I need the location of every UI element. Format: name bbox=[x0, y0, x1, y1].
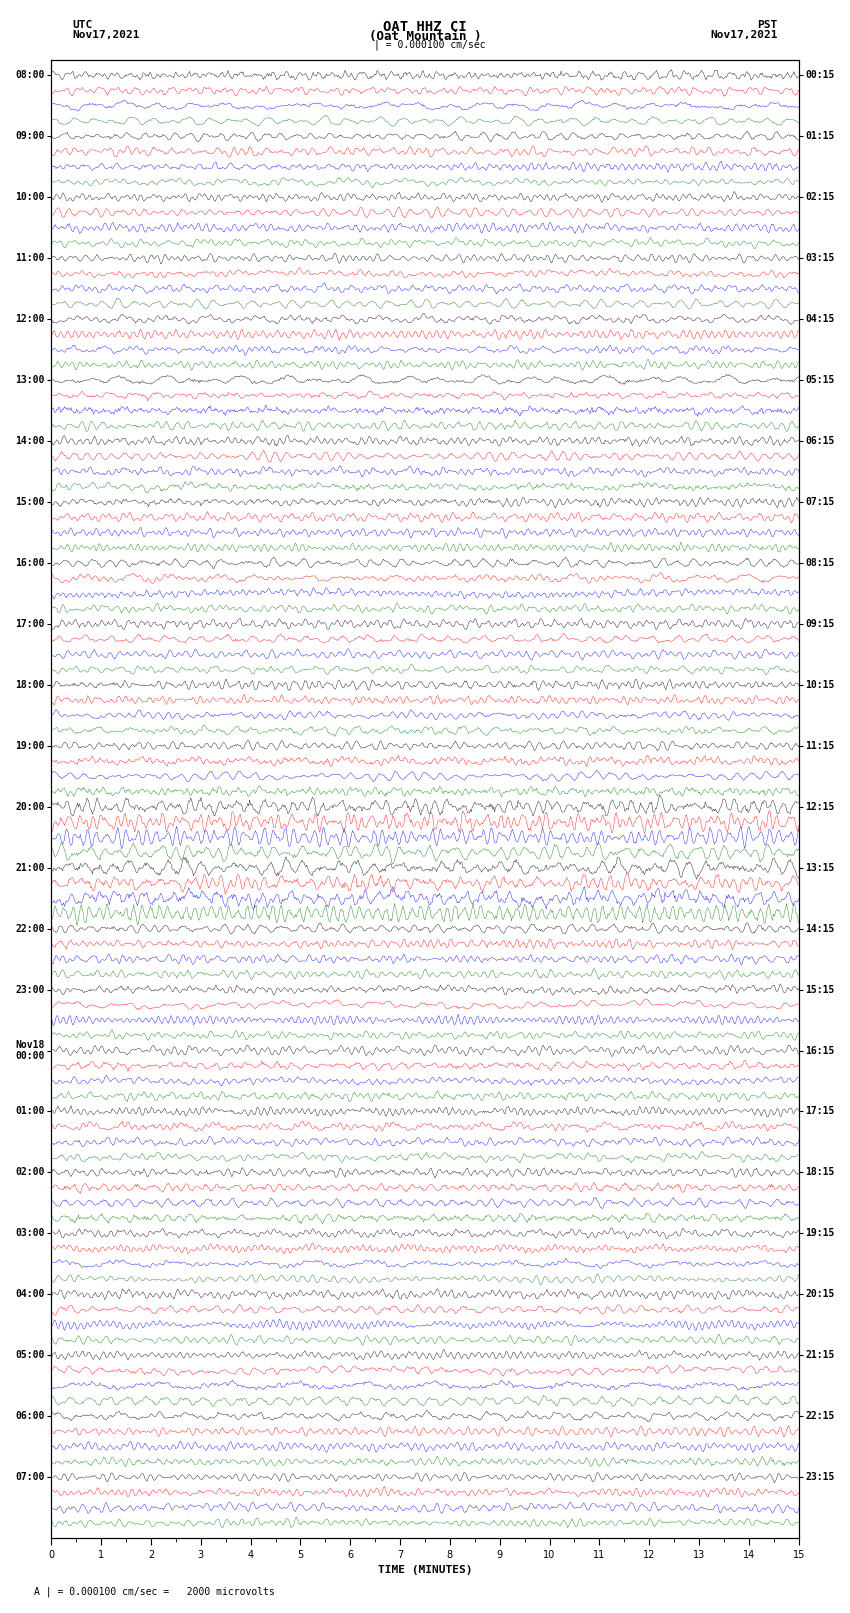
Text: UTC: UTC bbox=[72, 19, 93, 31]
Text: A | = 0.000100 cm/sec =   2000 microvolts: A | = 0.000100 cm/sec = 2000 microvolts bbox=[34, 1586, 275, 1597]
Text: (Oat Mountain ): (Oat Mountain ) bbox=[369, 31, 481, 44]
Text: Nov17,2021: Nov17,2021 bbox=[72, 31, 139, 40]
X-axis label: TIME (MINUTES): TIME (MINUTES) bbox=[377, 1566, 473, 1576]
Text: | = 0.000100 cm/sec: | = 0.000100 cm/sec bbox=[374, 39, 485, 50]
Text: Nov17,2021: Nov17,2021 bbox=[711, 31, 778, 40]
Text: OAT HHZ CI: OAT HHZ CI bbox=[383, 19, 467, 34]
Text: PST: PST bbox=[757, 19, 778, 31]
